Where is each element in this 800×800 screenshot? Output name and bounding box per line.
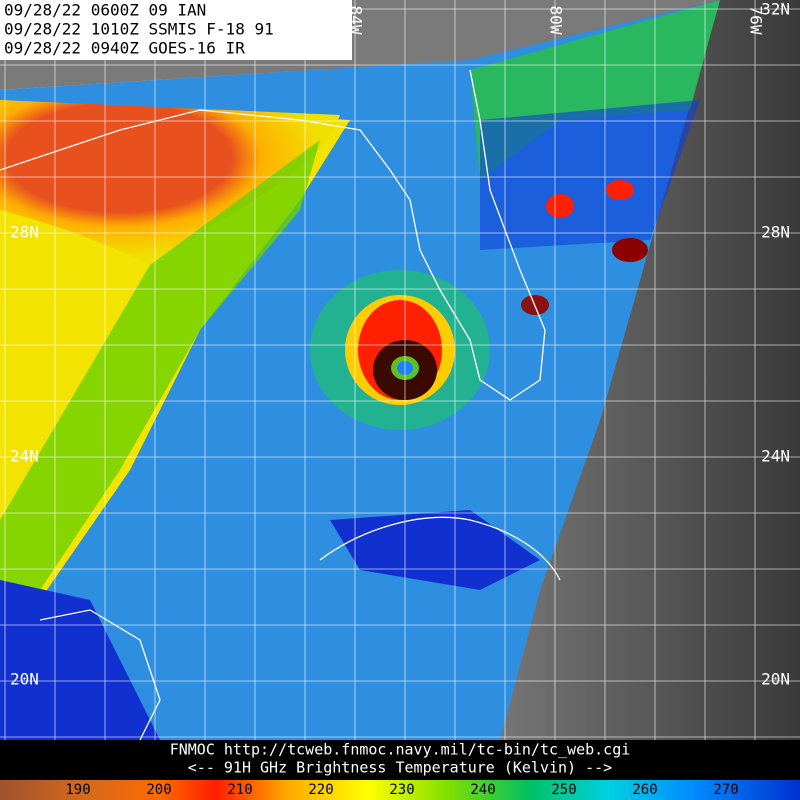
latitude-label: 24N (10, 447, 39, 466)
footer-source: FNMOC http://tcweb.fnmoc.navy.mil/tc-bin… (170, 741, 631, 759)
header-line: 09/28/22 0600Z 09 IAN (4, 1, 206, 20)
scale-label: 230 (389, 782, 414, 798)
longitude-label: 80W (547, 6, 566, 35)
footer-caption: <-- 91H GHz Brightness Temperature (Kelv… (188, 759, 612, 777)
latitude-label: 20N (10, 670, 39, 689)
scale-label: 190 (65, 782, 90, 798)
color-scale (0, 780, 800, 800)
scale-label: 250 (551, 782, 576, 798)
latitude-label: 28N (761, 223, 790, 242)
latitude-label: 32N (761, 0, 790, 19)
scale-label: 210 (227, 782, 252, 798)
scale-label: 240 (470, 782, 495, 798)
scale-label: 200 (146, 782, 171, 798)
scale-label: 270 (713, 782, 738, 798)
longitude-label: 84W (347, 6, 366, 35)
scale-label: 260 (632, 782, 657, 798)
scale-label: 220 (308, 782, 333, 798)
header-line: 09/28/22 0940Z GOES-16 IR (4, 39, 245, 58)
latitude-label: 20N (761, 670, 790, 689)
latitude-label: 24N (761, 447, 790, 466)
header-line: 09/28/22 1010Z SSMIS F-18 91 (4, 20, 274, 39)
longitude-label: 76W (747, 6, 766, 35)
latitude-label: 28N (10, 223, 39, 242)
